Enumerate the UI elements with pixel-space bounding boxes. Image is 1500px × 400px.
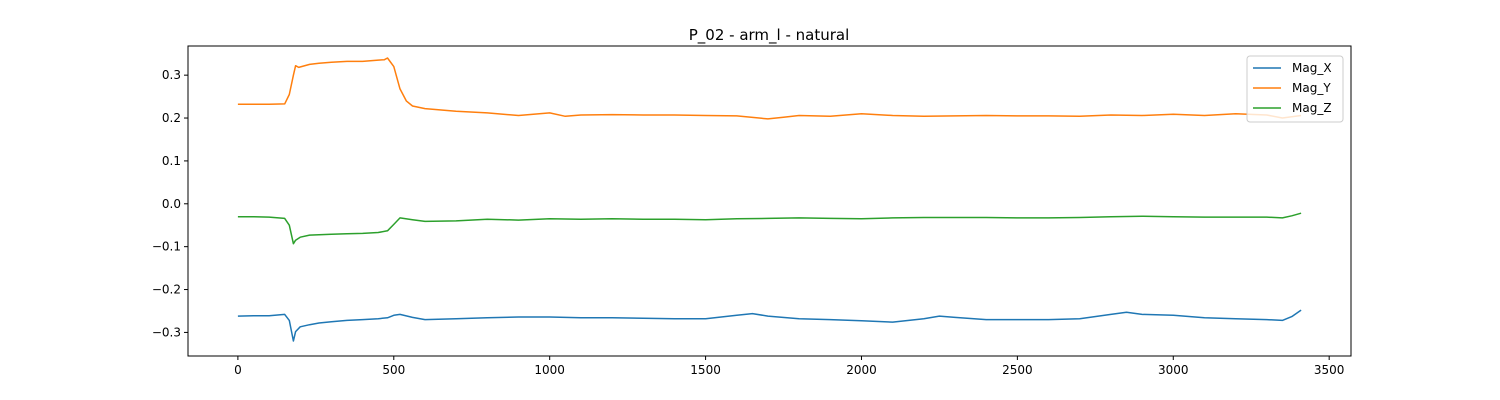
legend-label: Mag_Y	[1292, 81, 1331, 95]
chart-title: P_02 - arm_l - natural	[689, 26, 850, 45]
x-axis-ticks: 0 500 1000 1500 2000 2500 3000 3500	[234, 356, 1344, 377]
x-tick-label: 3500	[1314, 363, 1345, 377]
y-tick-label: 0.0	[162, 197, 181, 211]
x-tick-label: 2000	[846, 363, 877, 377]
x-tick-label: 1000	[534, 363, 565, 377]
legend-box	[1246, 55, 1344, 123]
y-tick-label: −0.1	[152, 240, 181, 254]
y-tick-label: −0.3	[152, 325, 181, 339]
series-line-mag-x	[237, 309, 1302, 342]
series-line-mag-z	[237, 212, 1302, 245]
legend-label: Mag_Z	[1292, 101, 1332, 115]
y-tick-label: 0.2	[162, 111, 181, 125]
legend-label: Mag_X	[1292, 61, 1332, 75]
y-tick-label: −0.2	[152, 283, 181, 297]
x-tick-label: 1500	[690, 363, 721, 377]
y-tick-label: 0.1	[162, 154, 181, 168]
series-line-mag-y	[237, 57, 1302, 120]
x-tick-label: 2500	[1002, 363, 1033, 377]
plot-area	[188, 46, 1351, 356]
series-lines	[237, 57, 1302, 342]
plot-frame	[187, 45, 1352, 357]
x-tick-label: 3000	[1158, 363, 1189, 377]
x-tick-label: 500	[382, 363, 405, 377]
x-tick-label: 0	[234, 363, 242, 377]
legend: Mag_X Mag_Y Mag_Z	[1246, 55, 1344, 123]
y-tick-label: 0.3	[162, 68, 181, 82]
y-axis-ticks: −0.3 −0.2 −0.1 0.0 0.1 0.2 0.3	[152, 68, 188, 339]
